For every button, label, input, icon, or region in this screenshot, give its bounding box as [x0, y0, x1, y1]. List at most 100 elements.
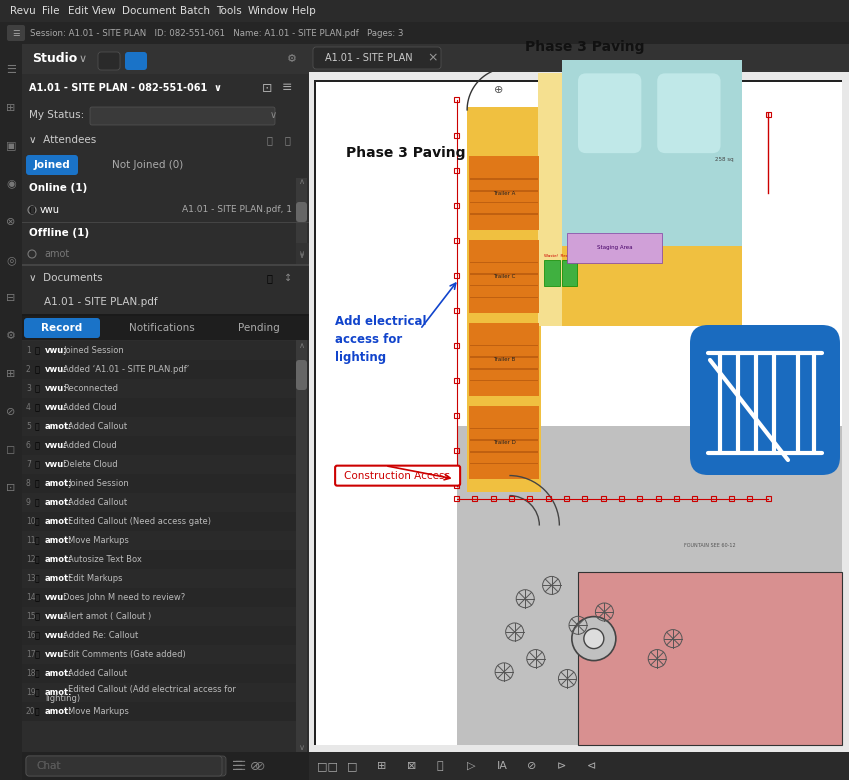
Bar [296, 243, 309, 264]
Bar [454, 133, 459, 137]
Text: 6: 6 [26, 441, 31, 450]
Bar [22, 243, 296, 264]
Bar [470, 380, 538, 381]
Bar [296, 340, 307, 752]
Text: Document: Document [122, 6, 176, 16]
Bar [22, 264, 309, 266]
Text: ⊕: ⊕ [494, 85, 503, 95]
Text: Trailer B: Trailer B [493, 356, 515, 362]
Text: ⚙: ⚙ [287, 54, 297, 64]
Text: 📋: 📋 [35, 688, 39, 697]
FancyBboxPatch shape [296, 202, 307, 222]
Bar [469, 157, 539, 229]
Text: ✋: ✋ [437, 761, 444, 771]
Text: ∨: ∨ [299, 251, 305, 261]
Bar [578, 572, 842, 745]
Text: ☰: ☰ [12, 29, 20, 37]
FancyBboxPatch shape [26, 756, 222, 776]
Text: 3: 3 [26, 384, 31, 393]
Text: ⊠: ⊠ [407, 761, 416, 771]
Text: 10: 10 [26, 517, 36, 526]
Text: 🔒: 🔒 [267, 135, 273, 145]
Text: 👤: 👤 [35, 460, 40, 469]
Bar [0, 22, 849, 44]
Bar [454, 203, 459, 207]
Bar [22, 626, 296, 645]
Bar [0, 44, 22, 780]
Text: Joined: Joined [34, 160, 70, 170]
Bar [22, 128, 309, 152]
Text: Edited Callout (Add electrical access for: Edited Callout (Add electrical access fo… [68, 685, 236, 694]
Text: Revu: Revu [10, 6, 36, 16]
Bar [470, 273, 538, 275]
Text: Joined Session: Joined Session [64, 346, 124, 355]
Text: ∨  Documents: ∨ Documents [29, 273, 103, 283]
Text: Notifications: Notifications [129, 323, 195, 333]
Text: ∨: ∨ [299, 250, 305, 258]
Bar [631, 619, 842, 711]
Text: amot: amot [44, 249, 70, 259]
FancyBboxPatch shape [313, 47, 441, 69]
Bar [766, 496, 771, 502]
FancyBboxPatch shape [125, 52, 147, 70]
Bar [564, 496, 569, 502]
Text: 📋: 📋 [35, 707, 39, 716]
Bar [469, 406, 539, 479]
Text: 13: 13 [26, 574, 36, 583]
Text: □□: □□ [317, 761, 338, 771]
Bar [22, 44, 309, 74]
Bar [491, 496, 496, 502]
FancyBboxPatch shape [335, 466, 460, 486]
Bar [454, 448, 459, 453]
FancyBboxPatch shape [657, 73, 721, 153]
Text: A1.01 - SITE PLAN - 082-551-061  ∨: A1.01 - SITE PLAN - 082-551-061 ∨ [29, 83, 222, 93]
Bar [766, 112, 771, 116]
Text: Added ‘A1.01 - SITE PLAN.pdf’: Added ‘A1.01 - SITE PLAN.pdf’ [64, 365, 189, 374]
Text: Construction Access: Construction Access [344, 470, 450, 480]
Bar [467, 107, 742, 326]
Text: vwu:: vwu: [45, 631, 68, 640]
Text: ▷: ▷ [467, 761, 475, 771]
Text: Trailer C: Trailer C [493, 274, 515, 278]
Text: 👤: 👤 [35, 441, 40, 450]
Bar [22, 360, 296, 379]
Text: vwu: vwu [40, 205, 60, 215]
Bar [561, 260, 577, 286]
Bar [469, 239, 539, 313]
Bar [747, 496, 752, 502]
Bar [454, 483, 459, 488]
Bar [22, 152, 309, 178]
Bar [22, 379, 296, 398]
Text: ⊲: ⊲ [587, 761, 596, 771]
Text: 👤: 👤 [35, 346, 40, 355]
Text: Edit Markups: Edit Markups [68, 574, 122, 583]
Text: Studio: Studio [32, 52, 77, 66]
Text: Added Re: Callout: Added Re: Callout [64, 631, 138, 640]
Bar [692, 496, 697, 502]
Text: 258 sq: 258 sq [715, 158, 734, 162]
Bar [470, 179, 538, 180]
Text: 📋: 📋 [35, 479, 39, 488]
Text: Waste/  Recycl...: Waste/ Recycl... [543, 254, 577, 257]
Bar [470, 285, 538, 286]
Bar [457, 426, 842, 745]
Bar [22, 266, 309, 290]
Text: 📋: 📋 [35, 574, 39, 583]
Bar [22, 198, 296, 221]
Text: 📋: 📋 [35, 536, 39, 545]
Text: 14: 14 [26, 593, 36, 602]
Bar [454, 238, 459, 243]
Text: Does John M need to review?: Does John M need to review? [64, 593, 186, 602]
Text: 2: 2 [26, 365, 31, 374]
Text: ∨: ∨ [299, 743, 305, 753]
Bar [711, 496, 716, 502]
Bar [546, 496, 551, 502]
Bar [470, 463, 538, 464]
Text: 👤: 👤 [30, 205, 35, 215]
Bar [470, 345, 538, 346]
Text: Not Joined (0): Not Joined (0) [112, 160, 183, 170]
Bar [314, 80, 842, 745]
Text: ⊡: ⊡ [6, 483, 15, 493]
Text: Edit Comments (Gate added): Edit Comments (Gate added) [64, 650, 186, 659]
Bar [22, 398, 296, 417]
